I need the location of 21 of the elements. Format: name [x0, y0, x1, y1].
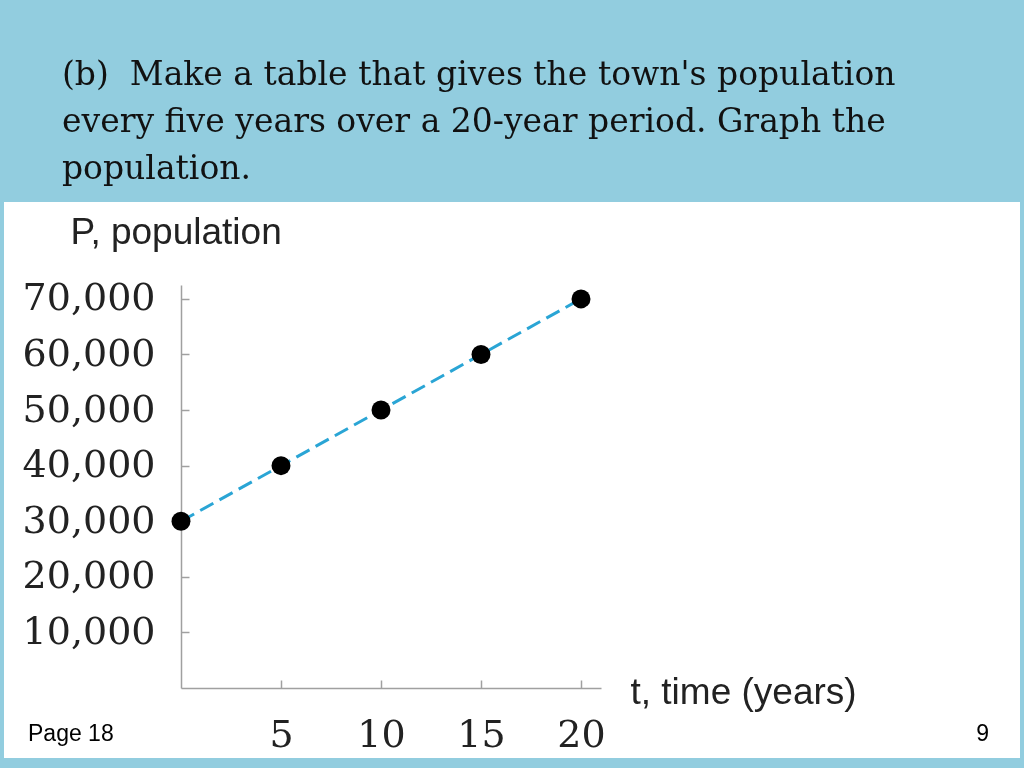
- point: [571, 289, 591, 309]
- point: [271, 456, 291, 476]
- x-tick-label: 5: [269, 711, 294, 756]
- point: [171, 511, 191, 531]
- y-axis-title: P, population: [70, 210, 282, 252]
- x-axis-title: t, time (years): [630, 670, 857, 712]
- x-tick-label: 15: [457, 711, 506, 756]
- y-tick-label: 40,000: [22, 442, 156, 487]
- text: 9: [976, 720, 989, 746]
- y-tick-label: 50,000: [22, 386, 156, 431]
- x-tick-label: 20: [557, 711, 606, 756]
- y-tick-label: 20,000: [22, 553, 156, 598]
- chart-title: (b) Make a table that gives the town's population every five years over a 20-year period. Graph the population.: [62, 53, 897, 189]
- point: [471, 345, 491, 364]
- y-tick-label: 10,000: [22, 608, 156, 653]
- y-tick-label: 60,000: [22, 330, 156, 375]
- x-tick-label: 10: [357, 711, 406, 756]
- y-tick-label: 30,000: [22, 497, 156, 542]
- text: Page 18: [28, 720, 114, 746]
- point: [371, 400, 391, 420]
- y-tick-label: 70,000: [22, 275, 156, 320]
